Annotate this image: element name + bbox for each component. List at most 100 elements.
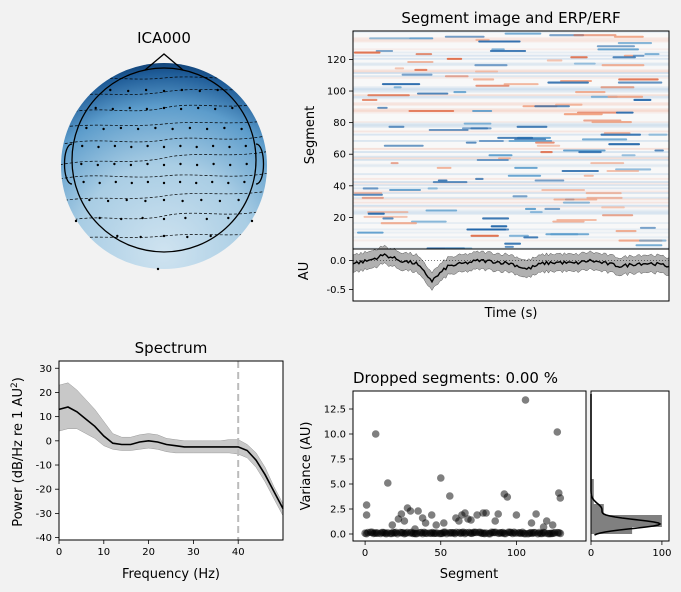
sensor-dot	[180, 88, 184, 92]
sensor-dot	[198, 89, 201, 93]
dropped-title: Dropped segments: 0.00 %	[353, 369, 558, 387]
heatmap-blob	[562, 201, 590, 204]
heatmap-blob	[536, 144, 561, 147]
heatmap-blob	[415, 53, 433, 56]
sensor-dot	[211, 144, 215, 148]
sensor-dot	[125, 198, 128, 202]
heatmap-blob	[547, 81, 589, 84]
segment-y-tick-label: 60	[333, 150, 346, 161]
sensor-dot	[229, 163, 232, 167]
scatter-ticks: 0 50 100 0.0 2.5 5.0 7.5 10.0 12.5	[324, 405, 526, 560]
heatmap-blob	[535, 141, 555, 144]
heatmap-blob	[497, 136, 534, 139]
heatmap-blob	[444, 75, 469, 78]
heatmap-row	[353, 94, 669, 97]
heatmap-blob	[570, 56, 588, 59]
heatmap-blob	[546, 59, 563, 62]
heatmap-blob	[490, 225, 508, 228]
sensor-dot	[200, 198, 203, 202]
spectrum-y-tick-label: -30	[36, 509, 52, 520]
heatmap-blob	[411, 220, 447, 223]
heatmap-row	[353, 72, 669, 74]
heatmap-blob	[590, 162, 625, 165]
heatmap-row	[353, 198, 669, 201]
segment-y-tick-label: 40	[333, 181, 346, 192]
heatmap-row	[353, 222, 669, 225]
scatter-y-tick-label: 0.0	[330, 530, 346, 541]
sensor-dot	[114, 180, 118, 184]
sensor-dot	[113, 144, 117, 148]
sensor-dot	[80, 162, 83, 166]
hist-frame	[590, 390, 670, 542]
segment-image-panel: Segment image and ERP/ERF 20 40 60 80 100 120…	[303, 9, 670, 250]
heatmap-blob	[552, 220, 585, 223]
sensor-dot	[129, 163, 133, 167]
hist-bar	[591, 479, 594, 504]
scatter-x-tick-label: 100	[507, 548, 526, 559]
heatmap-blob	[639, 239, 667, 242]
heatmap-blob	[463, 122, 492, 125]
nose-outline	[144, 53, 184, 71]
scatter-point	[421, 519, 430, 527]
scatter-xlabel: Segment	[440, 567, 499, 582]
heatmap-blob	[607, 95, 644, 98]
heatmap-blob	[575, 91, 606, 94]
erp-panel: 0.0 -0.5 AU Time (s)	[297, 244, 670, 321]
heatmap-row	[353, 38, 669, 41]
heatmap-row	[353, 76, 669, 79]
heatmap-row	[353, 196, 669, 199]
scatter-point	[446, 492, 454, 500]
scatter-point	[461, 509, 469, 517]
sensor-dot	[154, 126, 157, 130]
sensor-dot	[130, 181, 133, 185]
heatmap-blob	[408, 109, 455, 113]
scatter-point	[440, 519, 448, 527]
heatmap-blob	[578, 151, 602, 154]
heatmap-blob	[361, 196, 384, 199]
heatmap-blob	[476, 158, 509, 162]
heatmap-blob	[353, 193, 383, 196]
scatter-y-tick-label: 10.0	[324, 430, 346, 441]
heatmap-row	[353, 89, 669, 92]
scatter-point	[539, 523, 548, 531]
heatmap-blob	[615, 168, 652, 171]
spectrum-x-tick-label: 30	[187, 547, 200, 558]
heatmap-blob	[407, 61, 434, 64]
heatmap-blob	[436, 166, 452, 169]
segment-y-tick-label: 120	[327, 55, 346, 66]
heatmap-blob	[644, 53, 660, 56]
spectrum-title: Spectrum	[135, 339, 208, 357]
sensor-dot	[216, 88, 219, 92]
scatter-point	[482, 509, 490, 517]
segment-y-tick-label: 20	[333, 213, 346, 224]
heatmap-blob	[512, 195, 528, 198]
sensor-dot	[97, 145, 100, 149]
topomap-panel: ICA000	[61, 29, 267, 271]
sensor-dot	[205, 217, 208, 221]
spectrum-y-tick-label: -20	[36, 485, 52, 496]
heatmap-row	[353, 228, 669, 231]
heatmap-blob	[633, 98, 652, 101]
scatter-x-tick-label: 50	[434, 548, 447, 559]
heatmap-blob	[383, 144, 424, 147]
heatmap-blob	[363, 215, 408, 218]
heatmap-row	[353, 68, 669, 71]
heatmap-blob	[474, 64, 508, 67]
sensor-dot	[188, 126, 192, 130]
heatmap-blob	[446, 57, 463, 60]
heatmap-blob	[417, 92, 449, 95]
sensor-dot	[237, 198, 240, 202]
scatter-x-tick-label: 0	[362, 548, 368, 559]
heatmap-blob	[409, 37, 434, 40]
sensor-dot	[109, 88, 112, 92]
hist-ticks: 0 100	[588, 541, 671, 559]
heatmap-blob	[553, 198, 598, 201]
sensor-dot	[96, 163, 100, 167]
scatter-point	[491, 517, 500, 525]
heatmap-blob	[523, 236, 539, 239]
heatmap-row	[353, 177, 669, 180]
sensor-dot	[195, 163, 199, 167]
heatmap-blob	[498, 157, 511, 160]
heatmap-blob	[632, 54, 645, 57]
heatmap-blob	[393, 86, 402, 89]
